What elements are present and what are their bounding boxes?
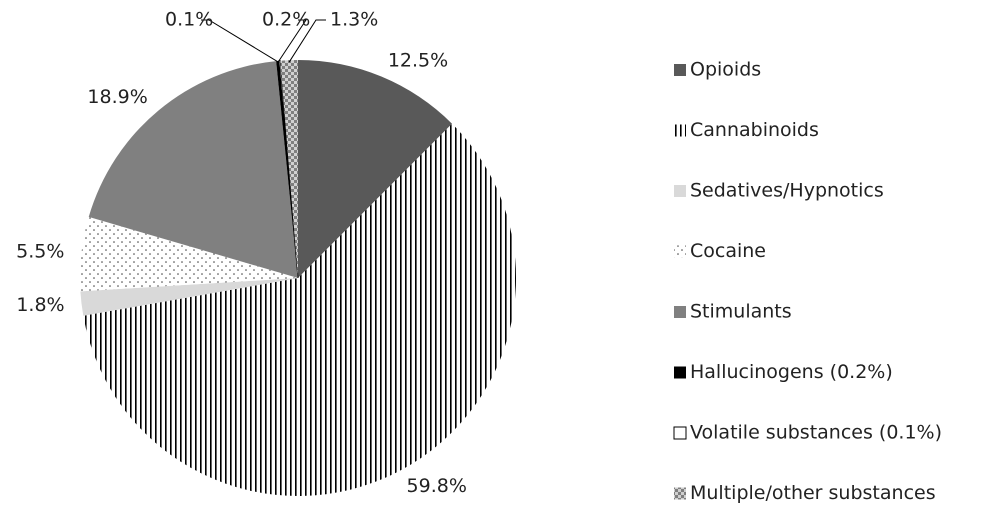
data-label: 59.8% xyxy=(407,475,467,497)
legend-label: Stimulants xyxy=(690,301,792,323)
pie-slice xyxy=(278,60,299,279)
legend-label: Opioids xyxy=(690,59,761,81)
legend-swatch xyxy=(674,306,686,318)
legend-swatch xyxy=(674,366,686,379)
legend-swatch xyxy=(674,185,686,197)
leader-line xyxy=(288,19,326,63)
pie-slice xyxy=(298,60,453,278)
pie-slice xyxy=(80,278,298,316)
data-label: 12.5% xyxy=(388,49,448,71)
pie-slice xyxy=(276,60,298,279)
legend-label: Volatile substances (0.1%) xyxy=(690,422,942,444)
legend-label: Cocaine xyxy=(690,240,766,262)
pie-slice xyxy=(280,60,298,278)
pie-slice xyxy=(83,123,517,496)
legend-swatch xyxy=(674,487,686,500)
legend-swatch xyxy=(674,64,686,76)
leader-line xyxy=(277,19,307,64)
data-label: 0.1% xyxy=(165,9,213,31)
data-label: 0.2% xyxy=(262,9,310,31)
data-label: 1.3% xyxy=(330,9,378,31)
legend-label: Cannabinoids xyxy=(690,119,819,141)
legend-label: Hallucinogens (0.2%) xyxy=(690,361,893,383)
legend-swatch xyxy=(674,245,686,258)
data-label: 18.9% xyxy=(87,86,147,108)
legend-label: Sedatives/Hypnotics xyxy=(690,180,884,202)
data-label: 5.5% xyxy=(16,240,64,262)
legend-label: Multiple/other substances xyxy=(690,482,936,504)
leader-line xyxy=(201,19,280,64)
data-label: 1.8% xyxy=(16,294,64,316)
pie-slice xyxy=(88,61,299,278)
legend-swatch xyxy=(674,124,686,137)
pie-slice xyxy=(80,216,298,292)
legend-swatch xyxy=(673,426,687,440)
